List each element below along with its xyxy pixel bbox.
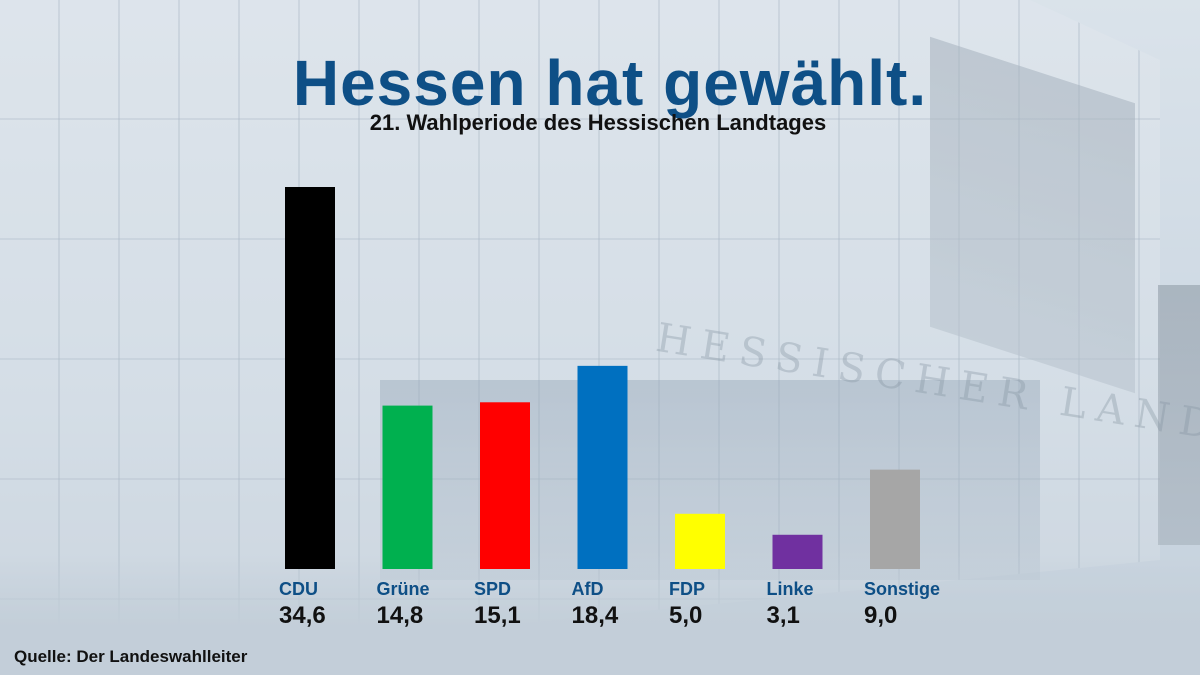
- bar-afd: [577, 365, 628, 569]
- source-note: Quelle: Der Landeswahlleiter: [14, 647, 248, 666]
- category-label: FDP: [669, 579, 705, 599]
- category-label: Grüne: [377, 579, 430, 599]
- bar-fdp: [675, 513, 725, 569]
- value-label: 18,4: [572, 602, 619, 629]
- bar-cdu: [285, 187, 335, 569]
- background-tower: [1158, 285, 1200, 545]
- value-label: 9,0: [864, 602, 897, 629]
- value-label: 15,1: [474, 602, 521, 629]
- chart-subtitle: 21. Wahlperiode des Hessischen Landtages: [369, 110, 827, 135]
- bar-sonstige: [870, 469, 920, 569]
- bar-spd: [480, 402, 530, 569]
- chart-title: Hessen hat gewählt.: [292, 47, 928, 119]
- category-label: Linke: [767, 579, 814, 599]
- category-label: CDU: [279, 579, 318, 599]
- bar-grüne: [382, 405, 433, 569]
- category-label: AfD: [572, 579, 604, 599]
- value-label: 5,0: [669, 602, 702, 629]
- value-label: 14,8: [377, 602, 424, 629]
- category-label: Sonstige: [864, 579, 940, 599]
- value-label: 3,1: [767, 602, 800, 629]
- category-label: SPD: [474, 579, 511, 599]
- street: [0, 555, 1200, 675]
- value-label: 34,6: [279, 602, 326, 629]
- bar-linke: [772, 534, 823, 569]
